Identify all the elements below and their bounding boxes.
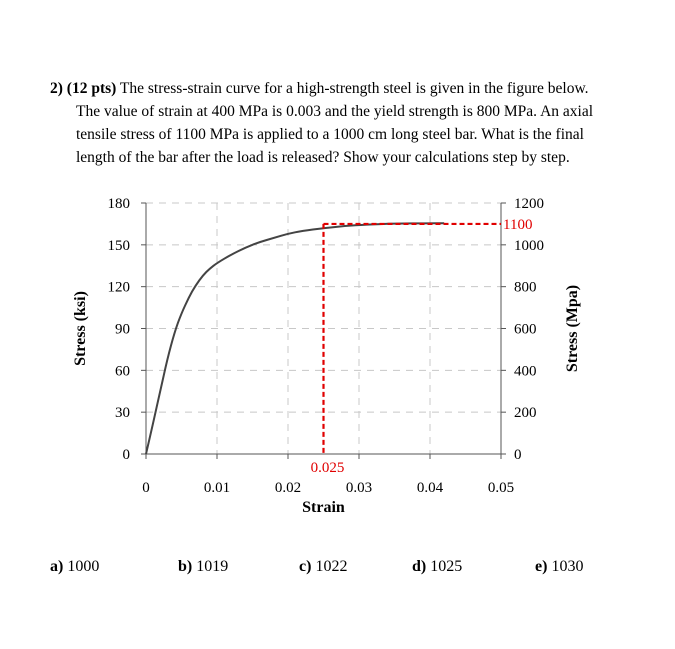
option-e[interactable]: e) 1030 [535,558,583,576]
option-a-value: 1000 [67,558,100,575]
x-tick-label: 0.04 [417,480,444,496]
y-left-tick-label: 90 [115,322,130,338]
y-left-tick-label: 150 [108,238,131,254]
option-a-letter: a) [50,558,64,575]
y-left-tick-label: 180 [108,196,131,212]
y-right-tick-label: 0 [514,447,522,463]
option-e-value: 1030 [551,558,584,575]
y-right-tick-label: 800 [514,280,537,296]
y-left-tick-label: 60 [115,363,130,379]
x-tick-label: 0.05 [488,480,514,496]
question-line-4: length of the bar after the load is rele… [76,149,570,166]
y-right-tick-label: 400 [514,363,537,379]
question-line-3: tensile stress of 1100 MPa is applied to… [76,126,584,143]
chart-axis-labels: Strain Stress (ksi) Stress (Mpa) [72,285,581,516]
option-e-letter: e) [535,558,548,575]
x-tick-label: 0.02 [275,480,301,496]
chart-annotation: 0.025 1100 [311,217,533,476]
y-right-tick-label: 600 [514,322,537,338]
option-b-letter: b) [178,558,193,575]
y-right-tick-label: 200 [514,405,537,421]
option-d-value: 1025 [430,558,463,575]
y-right-tick-label: 1000 [514,238,544,254]
chart-grid [146,202,501,454]
option-c-letter: c) [299,558,312,575]
option-a[interactable]: a) 1000 [50,558,99,576]
option-d[interactable]: d) 1025 [412,558,462,576]
option-d-letter: d) [412,558,427,575]
y-right-tick-label: 1200 [514,196,544,212]
chart-tick-labels: 0 30 60 90 120 150 180 0 0.01 0.02 0.03 0.04 0.05 0 20… [108,196,545,496]
y-left-tick-label: 30 [115,405,130,421]
y-right-axis-label: Stress (Mpa) [564,285,581,372]
chart-axes [141,202,506,459]
annotation-x-label: 0.025 [311,460,345,476]
x-tick-label: 0.03 [346,480,372,496]
option-c-value: 1022 [315,558,348,575]
y-left-tick-label: 120 [108,280,131,296]
question-points: (12 pts) [66,80,117,97]
x-axis-label: Strain [302,499,345,516]
y-left-tick-label: 0 [123,447,131,463]
question-line-1-text: The stress-strain curve for a high-stren… [119,80,589,97]
annotation-y-label: 1100 [503,217,532,233]
chart-curve [145,222,445,455]
x-tick-label: 0.01 [204,480,230,496]
x-tick-label: 0 [142,480,150,496]
y-left-axis-label: Stress (ksi) [72,291,89,366]
question-number: 2) [50,80,63,97]
option-c[interactable]: c) 1022 [299,558,347,576]
question-line-2: The value of strain at 400 MPa is 0.003 … [76,103,594,120]
question-text: 2) (12 pts) The stress-strain curve for … [50,77,640,169]
option-b-value: 1019 [196,558,229,575]
stress-strain-curve [145,222,445,455]
option-b[interactable]: b) 1019 [178,558,228,576]
question-line-1: 2) (12 pts) The stress-strain curve for … [50,77,640,100]
